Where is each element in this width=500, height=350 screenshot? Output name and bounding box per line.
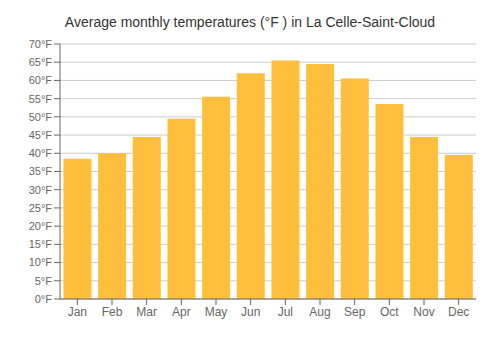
svg-text:10°F: 10°F — [29, 256, 53, 268]
svg-text:May: May — [205, 305, 228, 319]
svg-text:Dec: Dec — [448, 305, 469, 319]
html-text:Average monthly temperatures (: Average monthly temperatures (°F ) in La… — [64, 14, 436, 30]
svg-text:50°F: 50°F — [29, 111, 53, 123]
svg-text:5°F: 5°F — [35, 275, 53, 287]
svg-text:Oct: Oct — [380, 305, 399, 319]
svg-text:65°F: 65°F — [29, 56, 53, 68]
svg-text:15°F: 15°F — [29, 238, 53, 250]
svg-text:30°F: 30°F — [29, 184, 53, 196]
svg-text:Aug: Aug — [309, 305, 330, 319]
svg-text:Jan: Jan — [68, 305, 87, 319]
svg-text:60°F: 60°F — [29, 74, 53, 86]
svg-text:45°F: 45°F — [29, 129, 53, 141]
svg-text:Feb: Feb — [102, 305, 123, 319]
svg-text:Nov: Nov — [413, 305, 434, 319]
svg-text:Jul: Jul — [278, 305, 293, 319]
svg-text:55°F: 55°F — [29, 93, 53, 105]
svg-text:Apr: Apr — [172, 305, 191, 319]
svg-text:20°F: 20°F — [29, 220, 53, 232]
svg-text:70°F: 70°F — [29, 38, 53, 50]
svg-text:0°F: 0°F — [35, 293, 53, 305]
svg-text:40°F: 40°F — [29, 147, 53, 159]
svg-text:Mar: Mar — [136, 305, 157, 319]
svg-text:Sep: Sep — [344, 305, 366, 319]
svg-text:25°F: 25°F — [29, 202, 53, 214]
svg-text:35°F: 35°F — [29, 165, 53, 177]
svg-text:Jun: Jun — [241, 305, 260, 319]
